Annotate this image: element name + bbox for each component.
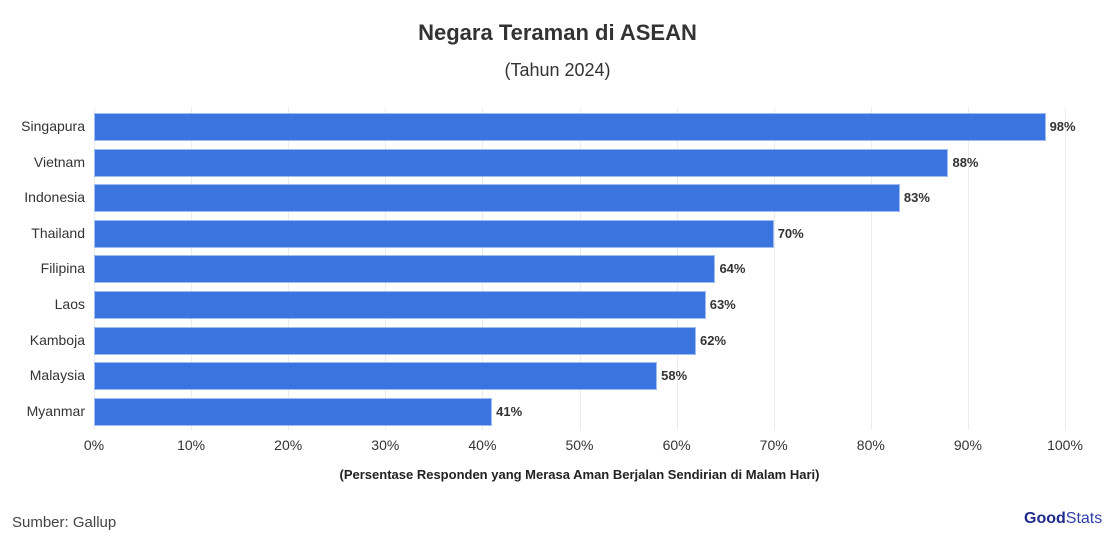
bar-indonesia	[94, 184, 900, 213]
bar-malaysia	[94, 362, 658, 391]
x-tick-label: 0%	[83, 437, 105, 453]
x-tick-label: 90%	[953, 437, 982, 453]
chart-title: Negara Teraman di ASEAN	[418, 20, 697, 45]
bar-value-label: 62%	[700, 332, 727, 348]
bar-laos	[94, 291, 706, 319]
logo-good-text: Good	[1024, 510, 1066, 527]
category-label: Indonesia	[24, 189, 85, 206]
bar-row: 83%	[94, 184, 1065, 213]
bar-value-label: 88%	[952, 154, 979, 170]
gridline	[1065, 108, 1066, 430]
bar-filipina	[94, 255, 716, 284]
bar-value-label: 98%	[1049, 119, 1076, 134]
category-label: Malaysia	[29, 367, 85, 384]
plot-area: 98% 88% 83% 70% 64% 63% 62% 58% 41%	[94, 108, 1076, 430]
goodstats-logo: GoodStats	[1024, 510, 1102, 528]
source-note: Sumber: Gallup	[12, 514, 117, 531]
gridline	[967, 108, 969, 430]
category-label: Vietnam	[33, 153, 85, 170]
x-tick-label: 10%	[177, 437, 206, 453]
bar-row: 62%	[94, 326, 1065, 355]
bar-row: 58%	[94, 362, 1065, 391]
gridline	[773, 108, 775, 430]
category-label: Laos	[54, 296, 85, 312]
x-tick-label: 80%	[856, 437, 885, 453]
category-label: Filipina	[40, 260, 85, 277]
category-label: Singapura	[21, 118, 85, 134]
bar-value-label: 58%	[661, 368, 688, 384]
x-tick-label: 20%	[274, 437, 303, 453]
x-tick-label: 100%	[1047, 437, 1083, 453]
bar-value-label: 70%	[777, 225, 804, 241]
bar-row: 41%	[94, 397, 1065, 426]
bar-row: 88%	[94, 148, 1065, 177]
bar-singapura	[94, 113, 1046, 141]
x-axis-label: (Persentase Responden yang Merasa Aman B…	[339, 467, 820, 482]
bar-kamboja	[94, 326, 697, 355]
x-tick-label: 60%	[662, 437, 691, 453]
bar-row: 70%	[94, 219, 1065, 248]
x-tick-label: 50%	[565, 437, 594, 453]
bar-value-label: 83%	[903, 190, 930, 206]
bar-value-label: 64%	[719, 261, 746, 277]
bar-vietnam	[94, 148, 949, 177]
bar-thailand	[94, 219, 774, 248]
bar-value-label: 63%	[709, 297, 736, 312]
bar-row: 63%	[94, 291, 1065, 319]
chart-subtitle: (Tahun 2024)	[504, 60, 611, 80]
bar-value-label: 41%	[496, 403, 523, 419]
x-tick-label: 40%	[468, 437, 497, 453]
bar-row: 64%	[94, 255, 1065, 284]
category-label: Kamboja	[29, 331, 85, 348]
bar-myanmar	[94, 397, 493, 426]
x-tick-label: 30%	[371, 437, 400, 453]
category-label: Thailand	[31, 224, 85, 241]
gridline	[870, 108, 872, 430]
x-tick-label: 70%	[759, 437, 788, 453]
bar-row: 98%	[94, 113, 1076, 141]
category-label: Myanmar	[26, 402, 85, 419]
logo-stats-text: Stats	[1065, 510, 1103, 527]
